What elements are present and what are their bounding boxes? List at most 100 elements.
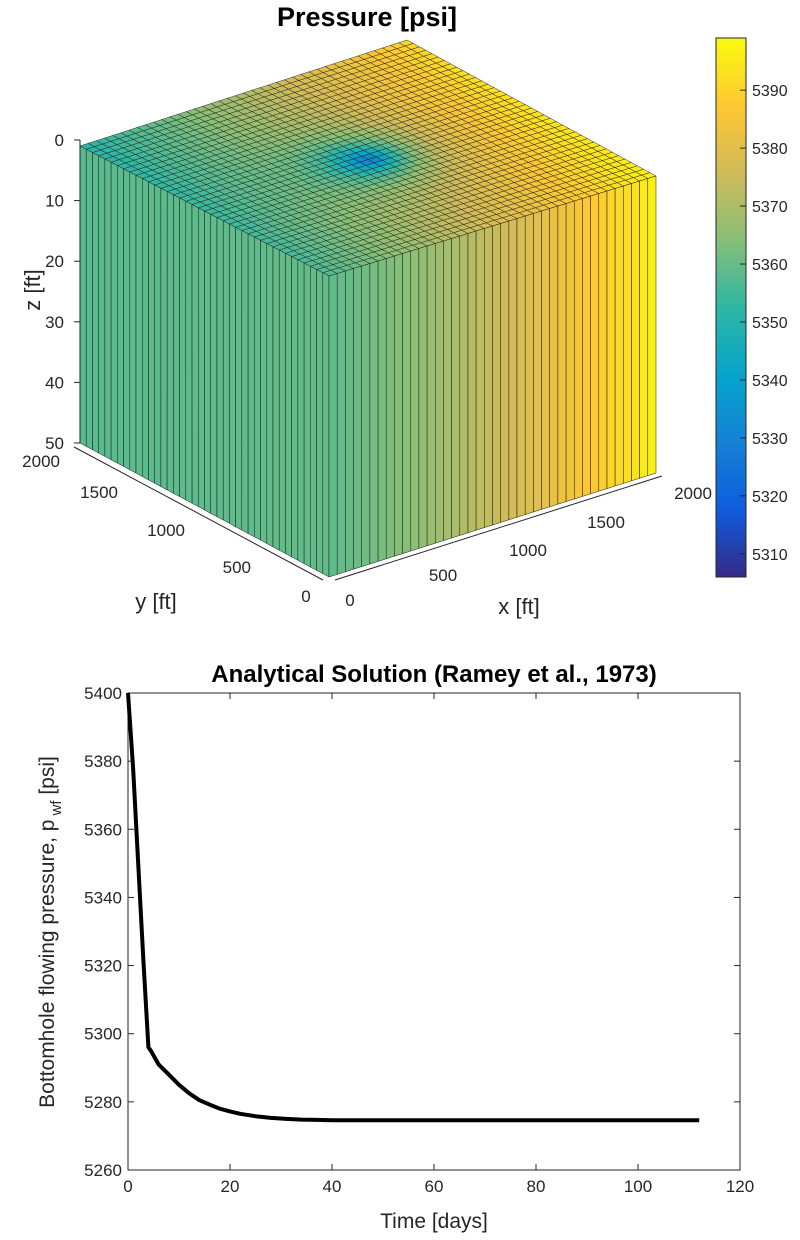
x-tick-label: 2000 [674, 484, 712, 503]
z-tick-label: 40 [45, 373, 64, 392]
plot-area [127, 692, 741, 1171]
z-tick-label: 20 [45, 252, 64, 271]
left-face-strip [260, 239, 268, 544]
left-face-strip [98, 155, 106, 457]
left-face-strip [129, 171, 137, 474]
right-face-strip [328, 273, 338, 578]
right-face-strip [475, 228, 485, 531]
left-face-strip [185, 200, 193, 504]
z-tick-label: 0 [55, 131, 64, 150]
line-y-tick-label: 5360 [84, 820, 122, 839]
left-face-strip [110, 161, 118, 464]
left-face-strip [254, 236, 261, 541]
x-tick-label: 0 [345, 591, 354, 610]
right-face-strip [557, 203, 567, 505]
colorbar-tick-label: 5370 [752, 199, 788, 216]
right-face-strip [598, 190, 608, 492]
left-face-strip [235, 226, 243, 531]
right-face-strip [623, 183, 632, 484]
x-axis-ticks: 0 500 1000 1500 2000 [345, 484, 712, 610]
line-y-tick-label: 5320 [84, 957, 122, 976]
y-axis-label: y [ft] [135, 589, 177, 614]
x-tick-label: 1500 [587, 513, 625, 532]
right-face-strip [516, 215, 526, 518]
line-x-tick-label: 100 [624, 1177, 652, 1196]
colorbar-tick-label: 5310 [752, 547, 788, 564]
y-tick-label: 2000 [22, 452, 60, 471]
left-face-strip [160, 187, 168, 491]
left-face-strip [123, 168, 131, 471]
right-face-strip [402, 250, 412, 554]
right-face-strip [524, 213, 534, 515]
right-face-strip [459, 233, 469, 536]
colorbar-bar [715, 37, 747, 578]
left-face-strip [142, 178, 149, 481]
right-face-strip [590, 193, 600, 495]
z-axis-label: z [ft] [20, 269, 45, 311]
line-x-tick-label: 120 [726, 1177, 754, 1196]
pressure-3d-chart: Pressure [psi] 0 10 20 30 40 50 0 500 1000 1500 2… [20, 2, 788, 619]
right-face-strip [647, 175, 657, 476]
right-face-strip [435, 240, 444, 544]
right-face-strip [614, 185, 624, 487]
line-y-tick-label: 5400 [84, 684, 122, 703]
line-y-tick-label: 5340 [84, 888, 122, 907]
ylabel-main: Bottomhole flowing pressure, p [36, 820, 59, 1108]
ylabel-unit: [psi] [36, 756, 59, 800]
line-y-tick-label: 5280 [84, 1093, 122, 1112]
colorbar-ticks: 5310 5320 5330 5340 5350 5360 5370 5380 5390 [740, 83, 788, 564]
left-face-strip [229, 223, 236, 528]
x-axis-line [334, 475, 663, 581]
line-y-ticks: 5260 5280 5300 5320 5340 5360 5380 5400 [84, 684, 740, 1180]
line-y-tick-label: 5380 [84, 752, 122, 771]
right-face-strip [426, 243, 436, 547]
left-face-strip [173, 194, 180, 498]
left-face-strip [148, 181, 155, 484]
colorbar-tick-label: 5320 [752, 489, 788, 506]
right-face-strip [353, 265, 362, 570]
y-axis-ticks: 0 500 1000 1500 2000 [22, 452, 311, 606]
right-face-strip [467, 230, 477, 534]
right-face-strip [565, 200, 575, 502]
right-face-strip [443, 238, 452, 541]
left-face-strip [198, 207, 205, 511]
right-face-strip [639, 178, 649, 479]
left-face-strip [117, 165, 124, 467]
left-face-strip [241, 230, 249, 534]
left-face-strip [222, 220, 230, 524]
line-x-ticks: 0 20 40 60 80 100 120 [123, 693, 754, 1196]
z-tick-label: 50 [45, 434, 64, 453]
left-face-strip [316, 269, 324, 575]
right-face-strip [549, 205, 559, 508]
left-face-strip [204, 210, 211, 514]
left-face-strip [104, 158, 112, 461]
line-y-tick-label: 5260 [84, 1161, 122, 1180]
right-face-strip [394, 253, 403, 557]
colorbar-tick-label: 5380 [752, 141, 788, 158]
left-face-strip [291, 256, 299, 561]
colorbar-tick-label: 5360 [752, 257, 788, 274]
left-face-strip [266, 243, 274, 548]
left-face-strip [303, 262, 311, 568]
left-face-strip [191, 204, 199, 508]
line-x-axis-label: Time [days] [380, 1210, 488, 1233]
z-tick-label: 10 [45, 192, 64, 211]
left-face-strip [310, 265, 317, 571]
y-tick-label: 1500 [80, 483, 118, 502]
line-y-tick-label: 5300 [84, 1025, 122, 1044]
ylabel-sub: wf [48, 800, 65, 817]
box-axes [73, 140, 663, 581]
x-axis-label: x [ft] [498, 594, 540, 619]
right-face-strip [369, 260, 379, 565]
top-face-cell [398, 39, 414, 47]
left-face-strip [278, 249, 286, 554]
left-face-strip [179, 197, 187, 501]
right-face-strip [631, 180, 640, 482]
colorbar-tick-label: 5340 [752, 373, 788, 390]
right-face-strip [582, 195, 591, 497]
right-face-strip [541, 208, 550, 510]
box-front-right-face [328, 175, 657, 578]
left-face-strip [322, 272, 330, 578]
z-axis-ticks: 0 10 20 30 40 50 [45, 131, 80, 453]
